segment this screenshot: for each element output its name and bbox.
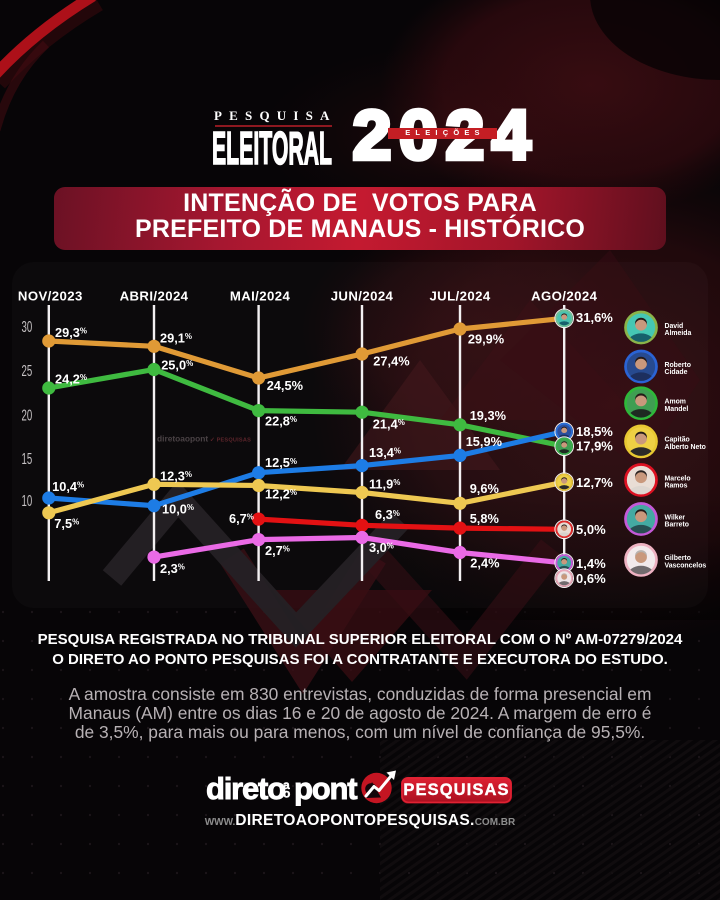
svg-text:31,6%: 31,6% [576, 310, 613, 325]
svg-text:12,7%: 12,7% [576, 475, 613, 490]
svg-text:10: 10 [22, 492, 33, 510]
svg-text:15: 15 [22, 449, 33, 467]
svg-text:MAI/2024: MAI/2024 [230, 289, 291, 304]
svg-text:5,0%: 5,0% [576, 522, 606, 537]
svg-text:Ramos: Ramos [665, 483, 688, 490]
svg-text:direto: direto [206, 771, 285, 806]
svg-text:22,8%: 22,8% [265, 413, 297, 428]
svg-text:Cidade: Cidade [665, 369, 688, 376]
svg-text:ABRI/2024: ABRI/2024 [120, 289, 189, 304]
svg-text:12,2%: 12,2% [265, 486, 297, 501]
svg-text:24,5%: 24,5% [267, 378, 304, 393]
svg-text:20: 20 [22, 406, 33, 424]
svg-text:9,6%: 9,6% [470, 481, 500, 496]
svg-text:15,9%: 15,9% [466, 434, 503, 449]
svg-text:Capitão: Capitão [665, 437, 690, 444]
svg-text:1,4%: 1,4% [576, 556, 606, 571]
svg-text:Gilberto: Gilberto [665, 555, 691, 562]
svg-text:21,4%: 21,4% [373, 416, 405, 431]
svg-text:Wilker: Wilker [665, 514, 686, 521]
svg-text:AGO/2024: AGO/2024 [531, 289, 598, 304]
svg-text:o: o [283, 787, 290, 801]
svg-text:Roberto: Roberto [665, 362, 691, 369]
svg-text:Marcelo: Marcelo [665, 475, 691, 482]
svg-text:29,9%: 29,9% [468, 331, 505, 346]
svg-text:pont: pont [294, 771, 357, 806]
svg-text:Barreto: Barreto [665, 522, 690, 529]
svg-text:18,5%: 18,5% [576, 424, 613, 439]
svg-text:PESQUISAS: PESQUISAS [403, 781, 509, 799]
svg-text:17,9%: 17,9% [576, 439, 613, 454]
svg-text:Almeida: Almeida [665, 330, 692, 337]
svg-text:Mandel: Mandel [665, 406, 689, 413]
svg-text:10,4%: 10,4% [52, 479, 84, 494]
svg-text:29,3%: 29,3% [55, 325, 87, 340]
svg-text:Alberto Neto: Alberto Neto [665, 444, 706, 451]
svg-text:10,0%: 10,0% [162, 501, 194, 516]
svg-text:25: 25 [22, 362, 33, 380]
svg-text:JUN/2024: JUN/2024 [331, 289, 394, 304]
svg-text:diretoaopont ✓ PESQUISAS: diretoaopont ✓ PESQUISAS [157, 434, 251, 444]
svg-text:24,2%: 24,2% [55, 371, 87, 386]
svg-text:12,3%: 12,3% [160, 468, 192, 483]
svg-text:27,4%: 27,4% [373, 353, 410, 368]
svg-text:NOV/2023: NOV/2023 [18, 289, 83, 304]
svg-text:13,4%: 13,4% [369, 445, 401, 460]
svg-text:JUL/2024: JUL/2024 [429, 289, 490, 304]
svg-text:a: a [283, 778, 290, 792]
svg-text:25,0%: 25,0% [161, 358, 193, 373]
svg-text:Vasconcelos: Vasconcelos [665, 563, 707, 570]
svg-text:19,3%: 19,3% [470, 408, 507, 423]
svg-text:0,6%: 0,6% [576, 571, 606, 586]
svg-text:2,4%: 2,4% [470, 556, 500, 571]
svg-text:11,9%: 11,9% [369, 477, 400, 492]
svg-text:5,8%: 5,8% [470, 511, 500, 526]
svg-text:30: 30 [22, 317, 33, 335]
svg-text:29,1%: 29,1% [160, 331, 192, 346]
svg-text:Amom: Amom [665, 399, 686, 406]
svg-text:12,5%: 12,5% [265, 455, 297, 470]
svg-text:David: David [665, 323, 684, 330]
